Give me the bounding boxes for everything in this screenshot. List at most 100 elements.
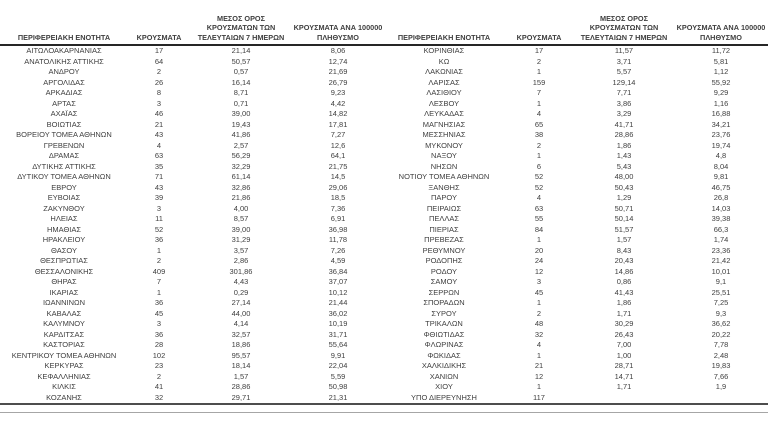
region-cell: ΚΑΣΤΟΡΙΑΣ xyxy=(43,340,85,349)
table-row: ΚΕΡΚΥΡΑΣ 23 18,14 22,04 xyxy=(0,361,384,372)
per100k-cell: 5,81 xyxy=(713,56,729,66)
cases-cell: 4 xyxy=(536,193,542,202)
avg7-cell: 8,43 xyxy=(616,245,632,255)
per100k-cell: 4,8 xyxy=(715,151,727,160)
per100k-cell: 21,69 xyxy=(328,67,348,76)
table-row: ΕΒΡΟΥ 43 32,86 29,06 xyxy=(0,183,384,194)
cases-cell: 46 xyxy=(154,109,164,118)
table-row: ΣΑΜΟΥ 3 0,86 9,1 xyxy=(384,277,768,288)
per100k-cell: 5,59 xyxy=(330,371,346,381)
avg7-cell: 41,86 xyxy=(231,130,251,139)
region-cell: ΔΥΤΙΚΗΣ ΑΤΤΙΚΗΣ xyxy=(32,161,96,171)
per100k-cell: 34,21 xyxy=(711,119,731,129)
avg7-cell: 5,43 xyxy=(616,161,632,171)
cases-cell: 39 xyxy=(154,193,164,202)
per100k-cell: 7,26 xyxy=(330,245,346,255)
avg7-cell: 56,29 xyxy=(231,151,251,160)
avg7-cell: 48,00 xyxy=(614,172,634,181)
table-row: ΠΕΙΡΑΙΩΣ 63 50,71 14,03 xyxy=(384,204,768,215)
avg7-cell xyxy=(574,393,674,405)
region-cell: ΚΩ xyxy=(438,56,450,66)
table-row: ΣΠΟΡΑΔΩΝ 1 1,86 7,25 xyxy=(384,298,768,309)
avg7-cell: 7,00 xyxy=(616,340,632,349)
per100k-cell: 2,48 xyxy=(713,350,729,360)
per100k-cell: 7,66 xyxy=(713,371,729,381)
table-row: ΧΑΝΙΩΝ 12 14,71 7,66 xyxy=(384,372,768,383)
per100k-cell: 46,75 xyxy=(711,182,731,192)
cases-cell: 7 xyxy=(536,88,542,97)
region-cell: ΞΑΝΘΗΣ xyxy=(428,182,460,192)
cases-cell: 12 xyxy=(534,371,544,381)
per100k-cell: 22,04 xyxy=(328,361,348,370)
avg7-cell: 28,71 xyxy=(614,361,634,370)
region-cell: ΧΑΝΙΩΝ xyxy=(429,371,459,381)
table-row: ΘΕΣΣΑΛΟΝΙΚΗΣ 409 301,86 36,84 xyxy=(0,267,384,278)
table-row: ΚΑΡΔΙΤΣΑΣ 36 32,57 31,71 xyxy=(0,330,384,341)
col-header-avg7: ΜΕΣΟΣ ΟΡΟΣ ΚΡΟΥΣΜΑΤΩΝ ΤΩΝ ΤΕΛΕΥΤΑΙΩΝ 7 Η… xyxy=(190,13,292,46)
region-cell: ΜΕΣΣΗΝΙΑΣ xyxy=(422,130,466,139)
per100k-cell: 9,29 xyxy=(713,88,729,97)
table-row: ΓΡΕΒΕΝΩΝ 4 2,57 12,6 xyxy=(0,141,384,152)
per100k-cell: 6,91 xyxy=(330,214,346,223)
cases-cell: 41 xyxy=(154,382,164,391)
cases-table-left-body: ΑΙΤΩΛΟΑΚΑΡΝΑΝΙΑΣ 17 21,14 8,06 ΑΝΑΤΟΛΙΚΗ… xyxy=(0,45,384,404)
cases-cell: 1 xyxy=(536,298,542,307)
per100k-cell xyxy=(674,393,768,405)
table-row: ΑΝΑΤΟΛΙΚΗΣ ΑΤΤΙΚΗΣ 64 50,57 12,74 xyxy=(0,57,384,68)
cases-cell: 1 xyxy=(536,67,542,76)
region-cell: ΘΗΡΑΣ xyxy=(51,277,77,286)
cases-cell: 102 xyxy=(152,350,166,360)
cases-cell: 2 xyxy=(156,67,162,76)
table-row: ΕΥΒΟΙΑΣ 39 21,86 18,5 xyxy=(0,193,384,204)
per100k-cell: 36,98 xyxy=(328,224,348,234)
per100k-cell: 26,79 xyxy=(328,77,348,87)
per100k-cell: 8,04 xyxy=(713,161,729,171)
region-cell: ΒΟΡΕΙΟΥ ΤΟΜΕΑ ΑΘΗΝΩΝ xyxy=(16,130,112,139)
cases-table-right-header: ΠΕΡΙΦΕΡΕΙΑΚΗ ΕΝΟΤΗΤΑ ΚΡΟΥΣΜΑΤΑ ΜΕΣΟΣ ΟΡΟ… xyxy=(384,13,768,46)
cases-cell: 3 xyxy=(536,277,542,286)
per100k-cell: 26,8 xyxy=(713,193,729,202)
table-row: ΛΑΣΙΘΙΟΥ 7 7,71 9,29 xyxy=(384,88,768,99)
table-row: ΧΙΟΥ 1 1,71 1,9 xyxy=(384,382,768,393)
avg7-cell: 44,00 xyxy=(231,308,251,318)
table-row: ΘΑΣΟΥ 1 3,57 7,26 xyxy=(0,246,384,257)
per100k-cell: 21,75 xyxy=(328,161,348,171)
avg7-cell: 14,71 xyxy=(614,371,634,381)
region-cell: ΠΕΙΡΑΙΩΣ xyxy=(426,203,462,213)
avg7-cell: 18,86 xyxy=(231,340,251,349)
region-cell: ΘΑΣΟΥ xyxy=(51,245,77,255)
region-cell: ΚΟΡΙΝΘΙΑΣ xyxy=(423,46,465,55)
cases-cell: 32 xyxy=(534,329,544,339)
avg7-cell: 28,86 xyxy=(231,382,251,391)
avg7-cell: 0,57 xyxy=(233,67,249,76)
region-cell: ΚΕΝΤΡΙΚΟΥ ΤΟΜΕΑ ΑΘΗΝΩΝ xyxy=(11,350,117,360)
region-cell: ΔΥΤΙΚΟΥ ΤΟΜΕΑ ΑΘΗΝΩΝ xyxy=(17,172,111,181)
cases-cell: 2 xyxy=(536,140,542,150)
per100k-cell: 1,74 xyxy=(713,235,729,244)
per100k-cell: 9,3 xyxy=(715,308,727,318)
cases-cell: 409 xyxy=(152,266,166,276)
cases-cell: 71 xyxy=(154,172,164,181)
avg7-cell: 21,14 xyxy=(231,46,251,55)
table-row: ΣΕΡΡΩΝ 45 41,43 25,51 xyxy=(384,288,768,299)
avg7-cell: 61,14 xyxy=(231,172,251,181)
avg7-cell: 32,86 xyxy=(231,182,251,192)
per100k-cell: 8,06 xyxy=(330,46,346,55)
table-row: ΘΕΣΠΡΩΤΙΑΣ 2 2,86 4,59 xyxy=(0,256,384,267)
region-cell: ΚΑΛΥΜΝΟΥ xyxy=(43,319,85,328)
avg7-cell: 1,00 xyxy=(616,350,632,360)
per100k-cell: 23,36 xyxy=(711,245,731,255)
cases-cell: 20 xyxy=(534,245,544,255)
region-cell: ΦΛΩΡΙΝΑΣ xyxy=(424,340,464,349)
table-row: ΛΕΥΚΑΔΑΣ 4 3,29 16,88 xyxy=(384,109,768,120)
cases-cell: 1 xyxy=(156,245,162,255)
per100k-cell: 17,81 xyxy=(328,119,348,129)
avg7-cell: 1,86 xyxy=(616,298,632,307)
region-cell: ΜΥΚΟΝΟΥ xyxy=(425,140,463,150)
avg7-cell: 1,86 xyxy=(616,140,632,150)
col-header-cases: ΚΡΟΥΣΜΑΤΑ xyxy=(128,13,190,46)
per100k-cell: 19,74 xyxy=(711,140,731,150)
cases-cell: 8 xyxy=(156,88,162,97)
per100k-cell: 21,31 xyxy=(328,392,348,402)
